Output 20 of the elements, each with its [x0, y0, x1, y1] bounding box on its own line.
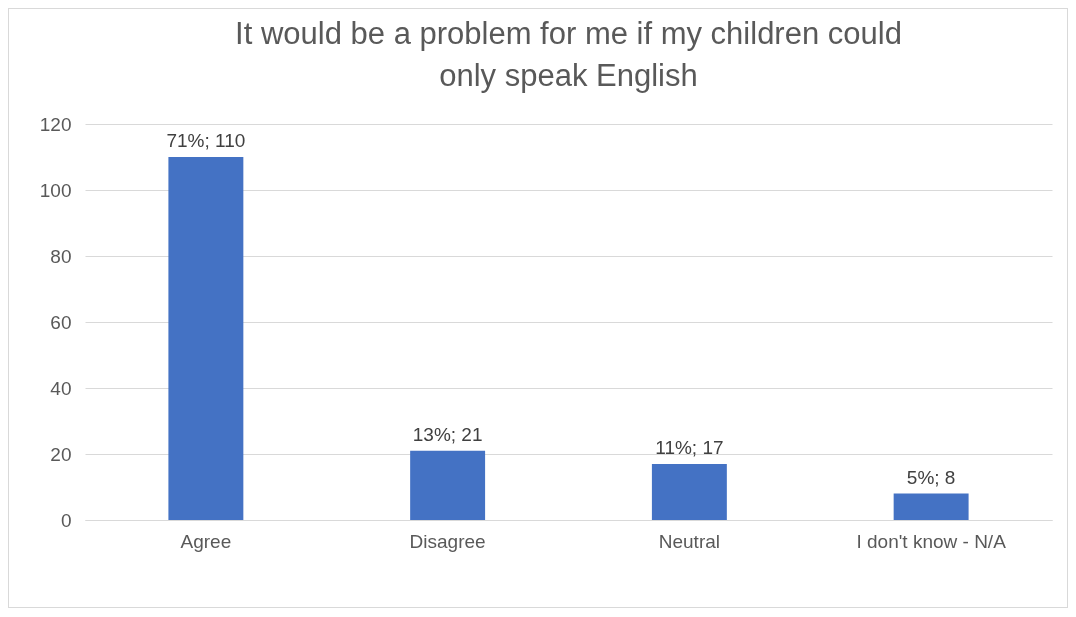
bar: [893, 493, 969, 520]
x-tick-label: Disagree: [409, 530, 486, 552]
y-tick-label: 0: [60, 509, 72, 531]
x-tick-label: I don't know - N/A: [856, 530, 1007, 552]
data-label: 5%; 8: [906, 466, 956, 488]
chart-title: It would be a problem for me if my children could only speak English: [235, 16, 902, 93]
bar: [651, 463, 727, 520]
y-tick-label: 100: [39, 179, 72, 201]
y-tick-label: 120: [39, 113, 72, 135]
data-label: 13%; 21: [412, 423, 483, 445]
y-tick-label: 40: [50, 377, 72, 399]
y-tick-label: 80: [50, 245, 72, 267]
x-tick-label: Agree: [180, 530, 232, 552]
y-tick-label: 60: [50, 311, 72, 333]
bar: [168, 157, 244, 520]
data-label: 71%; 110: [166, 130, 246, 151]
bar: [410, 450, 486, 520]
x-tick-label: Neutral: [658, 530, 720, 552]
y-tick-label: 20: [50, 443, 72, 465]
data-label: 11%; 17: [655, 436, 724, 458]
